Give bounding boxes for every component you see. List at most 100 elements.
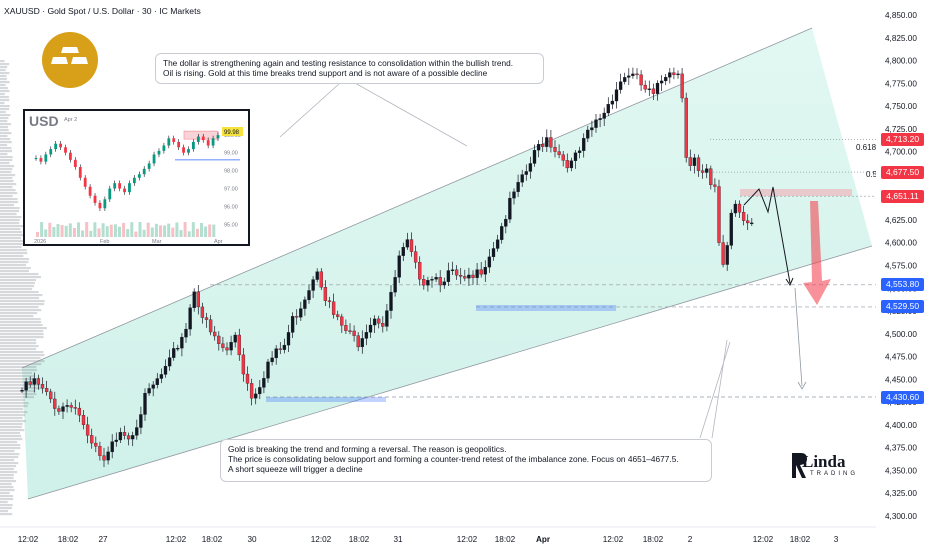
time-axis-tick: 27: [98, 535, 108, 544]
imbalance-zone[interactable]: [740, 189, 852, 196]
volume-profile-bar: [0, 198, 18, 201]
volume-profile-bar: [0, 156, 13, 159]
candle-up: [315, 271, 319, 280]
inset-volume-bar: [72, 228, 76, 237]
volume-profile-bar: [0, 108, 9, 111]
volume-profile-bar: [0, 417, 23, 420]
candle-down: [352, 330, 356, 336]
projection-arrowhead: [785, 277, 794, 287]
volume-profile-bar: [0, 63, 10, 66]
candle-down: [36, 378, 41, 385]
volume-profile-bar: [0, 186, 13, 189]
inset-volume-bar: [175, 222, 179, 237]
time-axis-tick: 30: [247, 535, 257, 544]
inset-volume-bar: [150, 227, 154, 237]
volume-profile-bar: [0, 297, 40, 300]
candle-down: [741, 212, 746, 221]
candle-up: [303, 299, 307, 309]
candle-up: [434, 277, 438, 280]
price-tag: 4,529.50: [881, 300, 924, 314]
candle-up: [147, 388, 151, 394]
channel-lower-line[interactable]: [27, 245, 873, 500]
inset-volume-bar: [154, 223, 158, 237]
candle-up: [24, 381, 28, 391]
volume-profile-bar: [0, 234, 25, 237]
logo-mark-icon: [792, 453, 807, 478]
ascending-channel[interactable]: [21, 27, 873, 500]
volume-profile-bar: [0, 195, 13, 198]
volume-profile-bar: [0, 120, 8, 123]
inset-volume-bar: [101, 223, 105, 237]
candle-up: [500, 226, 504, 240]
inset-volume-bar: [93, 222, 97, 237]
time-axis-tick: 12:02: [18, 535, 39, 544]
usd-inset-chart[interactable]: USD Apr 2 100.0099.0098.0097.0096.0095.0…: [23, 109, 250, 246]
candle-down: [241, 354, 246, 375]
inset-candle: [142, 168, 146, 175]
volume-profile-bar: [0, 180, 14, 183]
candle-up: [151, 384, 155, 389]
candle-down: [319, 271, 323, 288]
candle-down: [418, 262, 422, 280]
candle-up: [274, 348, 278, 359]
inset-x-tick: 2026: [34, 239, 46, 245]
time-axis-tick: 12:02: [603, 535, 624, 544]
inset-volume-bar: [85, 222, 89, 237]
volume-profile-bar: [0, 159, 13, 162]
support-zone-4430[interactable]: [266, 397, 386, 402]
volume-profile-bar: [0, 447, 21, 450]
volume-profile-bar: [0, 285, 35, 288]
volume-profile-bar: [0, 453, 20, 456]
price-tag: 4,430.60: [881, 390, 924, 404]
inset-candle: [201, 136, 205, 141]
linda-trading-logo: Linda TRADING: [789, 449, 859, 483]
volume-profile-bar: [0, 267, 31, 270]
candle-down: [208, 319, 213, 333]
volume-profile-bar: [0, 105, 10, 108]
volume-profile-bar: [0, 114, 11, 117]
inset-candle: [196, 136, 200, 142]
candle-up: [155, 378, 159, 385]
bottom-note[interactable]: Gold is breaking the trend and forming a…: [220, 439, 712, 482]
candle-up: [614, 89, 619, 102]
inset-volume-bar: [159, 225, 162, 237]
volume-profile-bar: [0, 138, 11, 141]
volume-profile-bar: [0, 435, 22, 438]
time-axis-tick: 2: [688, 535, 693, 544]
candle-up: [692, 157, 697, 166]
candle-down: [381, 323, 385, 327]
support-zone-4529[interactable]: [476, 305, 616, 311]
volume-profile-bar: [0, 330, 44, 333]
channel-upper-line[interactable]: [21, 27, 813, 369]
volume-profile-bar: [0, 168, 13, 171]
inset-candle: [118, 183, 122, 189]
time-axis-tick: 12:02: [457, 535, 478, 544]
volume-profile-bar: [0, 228, 21, 231]
volume-profile-bar: [0, 432, 20, 435]
volume-profile-bar: [0, 72, 10, 75]
candle-down: [713, 184, 717, 187]
volume-profile-bar: [0, 204, 14, 207]
candle-up: [495, 239, 500, 249]
price-axis[interactable]: 4,850.00 4,825.00 4,800.00 4,775.00 4,750.00…: [876, 0, 932, 527]
top-note[interactable]: The dollar is strengthening again and te…: [155, 53, 544, 84]
volume-profile-bar: [0, 81, 10, 84]
inset-volume-bar: [208, 224, 212, 237]
candle-down: [643, 84, 647, 90]
inset-candle: [34, 158, 38, 160]
inset-volume-bar: [212, 224, 216, 237]
volume-profile-bar: [0, 87, 8, 90]
price-axis-tick: 4,725.00: [885, 125, 917, 134]
decline-arrow[interactable]: [803, 201, 831, 305]
inset-volume-bar: [105, 226, 109, 237]
inset-volume-bar: [163, 225, 167, 237]
inset-volume-bar: [118, 226, 121, 237]
volume-profile-bar: [0, 324, 43, 327]
inset-volume-bar: [77, 222, 80, 237]
time-axis[interactable]: 12:02 18:02 27 12:02 18:02 30 12:02 18:02 31 12:0…: [0, 526, 932, 550]
candle-up: [536, 144, 541, 151]
volume-profile-bar: [0, 372, 33, 375]
inset-price-tag: [222, 127, 243, 136]
candle-down: [336, 314, 340, 317]
candle-down: [122, 432, 127, 436]
